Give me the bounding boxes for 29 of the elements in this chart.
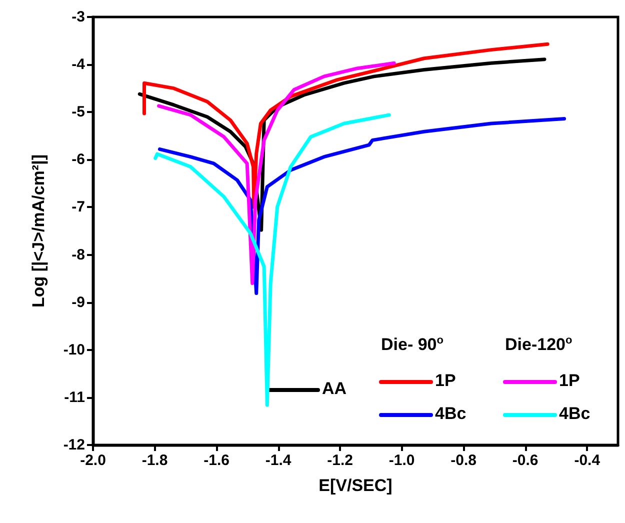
x-tick-label: -0.4 (574, 452, 601, 469)
legend-label: 1P (435, 371, 456, 390)
x-tick-label: -2.0 (80, 452, 106, 469)
line-series (158, 117, 566, 296)
x-tick-label: -1.8 (142, 452, 168, 469)
y-tick-label: -8 (72, 246, 85, 264)
legend-label: 1P (559, 371, 580, 390)
x-tick-label: -1.6 (204, 452, 230, 469)
x-tick-label: -1.0 (388, 452, 415, 469)
line-series (157, 61, 396, 286)
legend-label: AA (322, 379, 347, 398)
y-tick-label: -4 (72, 56, 86, 74)
y-tick-label: -7 (72, 198, 85, 216)
y-tick-label: -6 (72, 151, 85, 168)
x-tick-label: -0.8 (450, 452, 477, 469)
y-tick-label: -10 (63, 341, 85, 358)
x-tick-label: -1.2 (327, 452, 353, 469)
legend-label: 4Bc (435, 404, 466, 423)
x-tick-label: -0.6 (512, 452, 538, 469)
legend-label: 4Bc (559, 404, 590, 423)
x-axis-title: E[V/SEC] (318, 476, 392, 495)
y-tick-label: -9 (72, 294, 85, 311)
x-tick-label: -1.4 (265, 452, 292, 469)
y-tick-label: -12 (63, 436, 85, 454)
y-tick-label: -11 (64, 388, 85, 406)
y-axis-title: Log [|<J>/mA/cm²|] (29, 154, 48, 308)
y-tick-label: -5 (72, 104, 85, 121)
y-tick-label: -3 (72, 8, 85, 26)
line-series (142, 42, 550, 209)
